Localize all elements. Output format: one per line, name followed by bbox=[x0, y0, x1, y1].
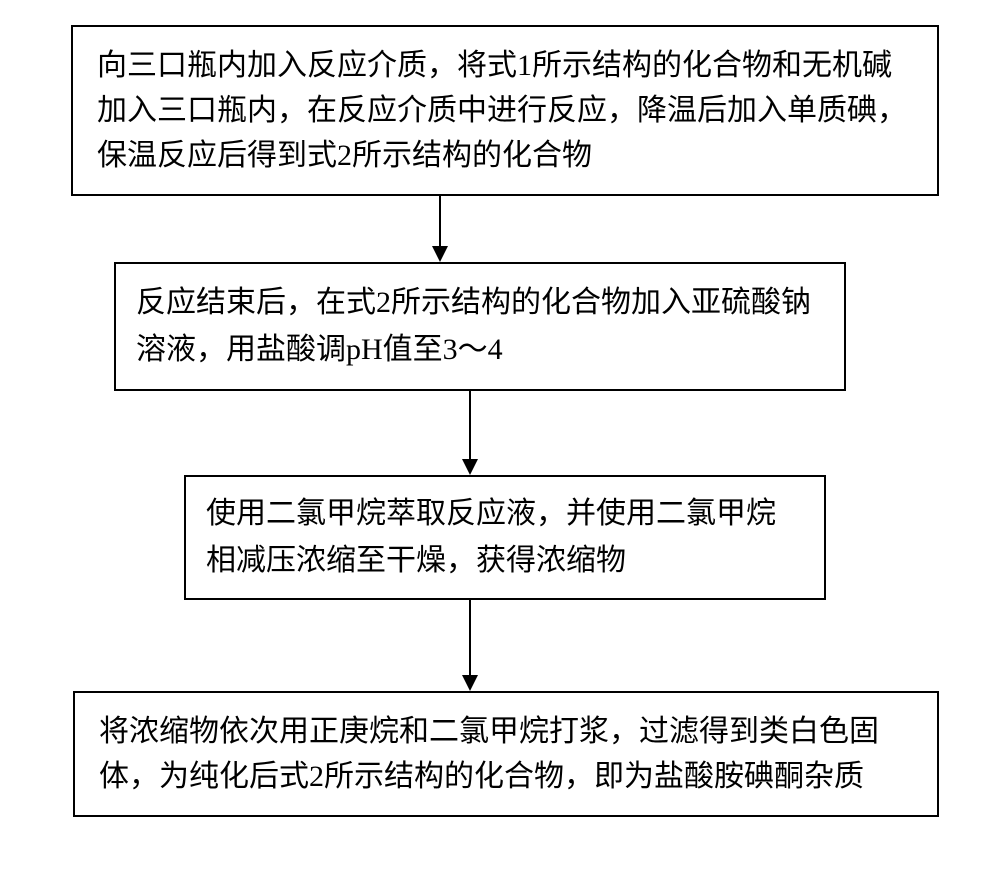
arrow-head-icon bbox=[432, 246, 448, 262]
arrow-2 bbox=[462, 391, 478, 475]
arrow-line-2 bbox=[469, 391, 471, 459]
arrow-1 bbox=[432, 196, 448, 262]
flowchart-container: 向三口瓶内加入反应介质，将式1所示结构的化合物和无机碱加入三口瓶内，在反应介质中… bbox=[0, 25, 1000, 817]
flowchart-step-1: 向三口瓶内加入反应介质，将式1所示结构的化合物和无机碱加入三口瓶内，在反应介质中… bbox=[71, 25, 939, 196]
flowchart-step-2: 反应结束后，在式2所示结构的化合物加入亚硫酸钠溶液，用盐酸调pH值至3～4 bbox=[114, 262, 846, 391]
step-1-text: 向三口瓶内加入反应介质，将式1所示结构的化合物和无机碱加入三口瓶内，在反应介质中… bbox=[97, 43, 913, 178]
flowchart-step-3: 使用二氯甲烷萃取反应液，并使用二氯甲烷相减压浓缩至干燥，获得浓缩物 bbox=[184, 475, 826, 600]
step-4-text: 将浓缩物依次用正庚烷和二氯甲烷打浆，过滤得到类白色固体，为纯化后式2所示结构的化… bbox=[99, 709, 913, 799]
arrow-line-1 bbox=[439, 196, 441, 246]
arrow-head-icon bbox=[462, 459, 478, 475]
arrow-head-icon bbox=[462, 675, 478, 691]
flowchart-step-4: 将浓缩物依次用正庚烷和二氯甲烷打浆，过滤得到类白色固体，为纯化后式2所示结构的化… bbox=[73, 691, 939, 817]
arrow-line-3 bbox=[469, 600, 471, 675]
step-3-text: 使用二氯甲烷萃取反应液，并使用二氯甲烷相减压浓缩至干燥，获得浓缩物 bbox=[206, 491, 804, 584]
arrow-3 bbox=[462, 600, 478, 691]
step-2-text: 反应结束后，在式2所示结构的化合物加入亚硫酸钠溶液，用盐酸调pH值至3～4 bbox=[136, 280, 824, 373]
